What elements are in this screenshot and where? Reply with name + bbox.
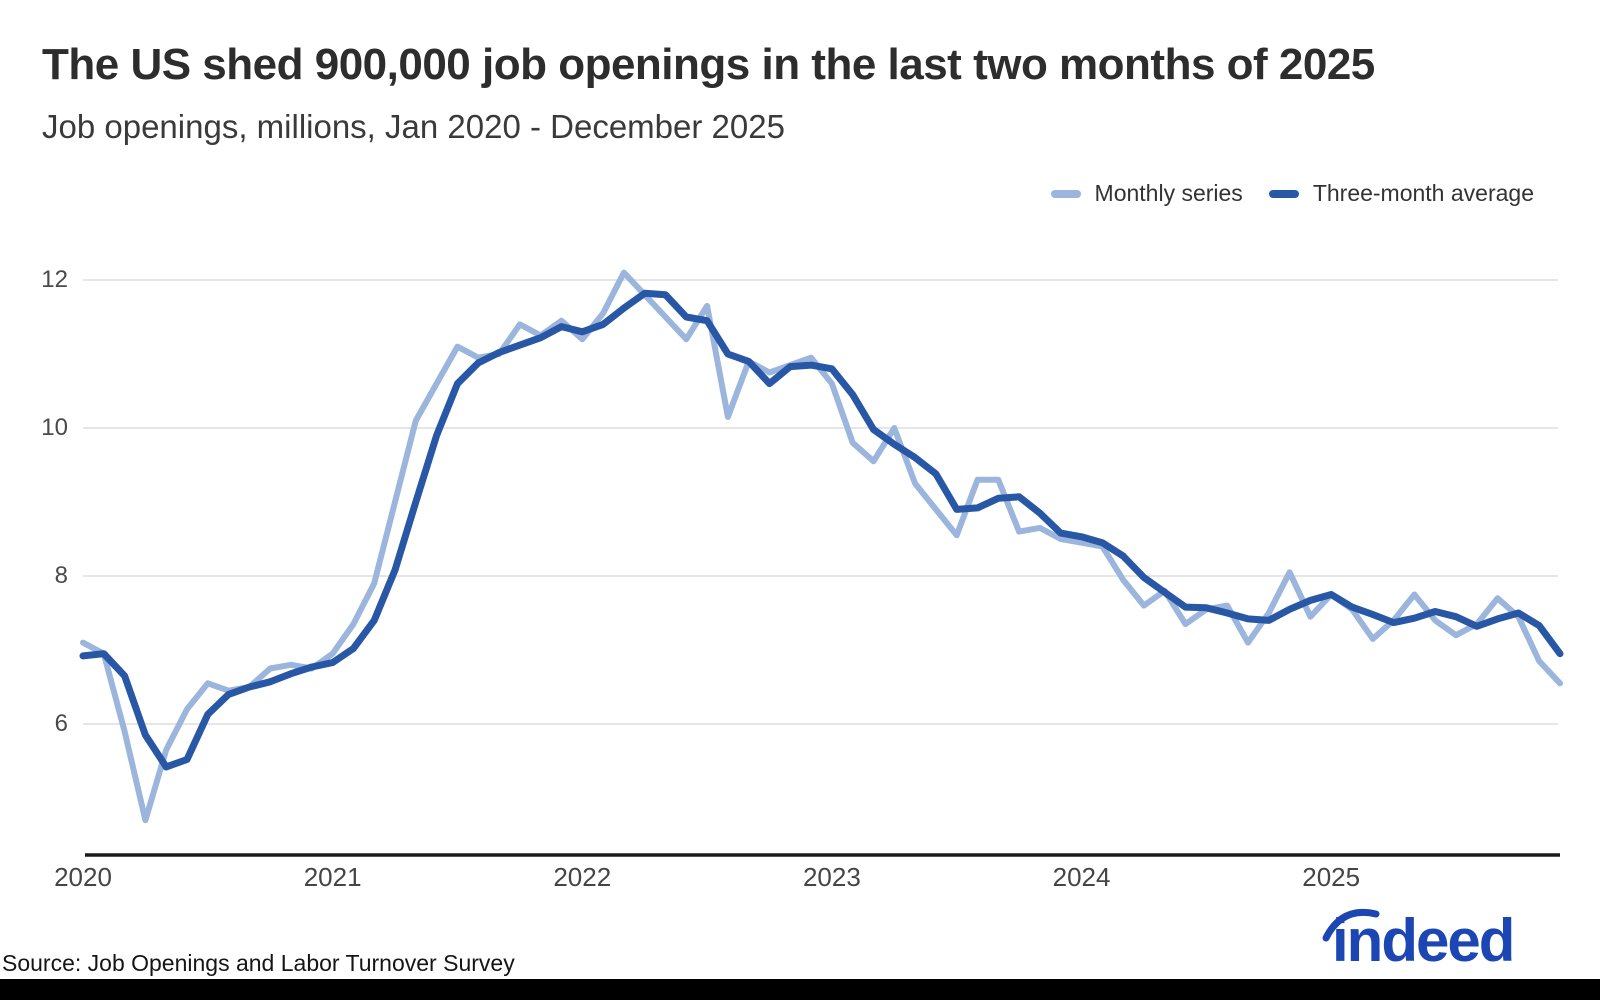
three-month-average-swatch-icon <box>1268 189 1299 198</box>
x-tick-label-2022: 2022 <box>553 862 612 892</box>
bottom-black-bar <box>0 979 1600 1000</box>
y-tick-label-8: 8 <box>54 562 68 589</box>
monthly-series-line <box>80 269 1563 824</box>
three-month-average-line <box>79 289 1564 771</box>
legend-item-monthly-series: Monthly series <box>1050 180 1243 207</box>
indeed-logo-arc-icon <box>1322 908 1380 942</box>
legend-label-monthly-series: Monthly series <box>1094 180 1243 206</box>
indeed-logo-text: indeed <box>1332 907 1515 974</box>
legend: Monthly series Three-month average <box>1050 180 1534 207</box>
chart-subtitle: Job openings, millions, Jan 2020 - Decem… <box>42 108 785 145</box>
chart-title: The US shed 900,000 job openings in the … <box>42 40 1375 89</box>
x-tick-label-2025: 2025 <box>1302 862 1361 892</box>
y-tick-label-6: 6 <box>54 710 68 737</box>
legend-item-three-month-average: Three-month average <box>1268 180 1534 207</box>
indeed-logo: indeed <box>1318 898 1558 980</box>
x-tick-label-2023: 2023 <box>802 862 861 892</box>
x-tick-label-2020: 2020 <box>54 862 112 892</box>
x-tick-label-2021: 2021 <box>303 862 362 892</box>
y-tick-label-10: 10 <box>41 414 68 441</box>
legend-label-three-month-average: Three-month average <box>1312 180 1534 206</box>
source-note: Source: Job Openings and Labor Turnover … <box>2 950 515 976</box>
y-tick-label-12: 12 <box>41 266 68 293</box>
monthly-series-swatch-icon <box>1050 189 1081 198</box>
x-tick-label-2024: 2024 <box>1052 862 1111 892</box>
